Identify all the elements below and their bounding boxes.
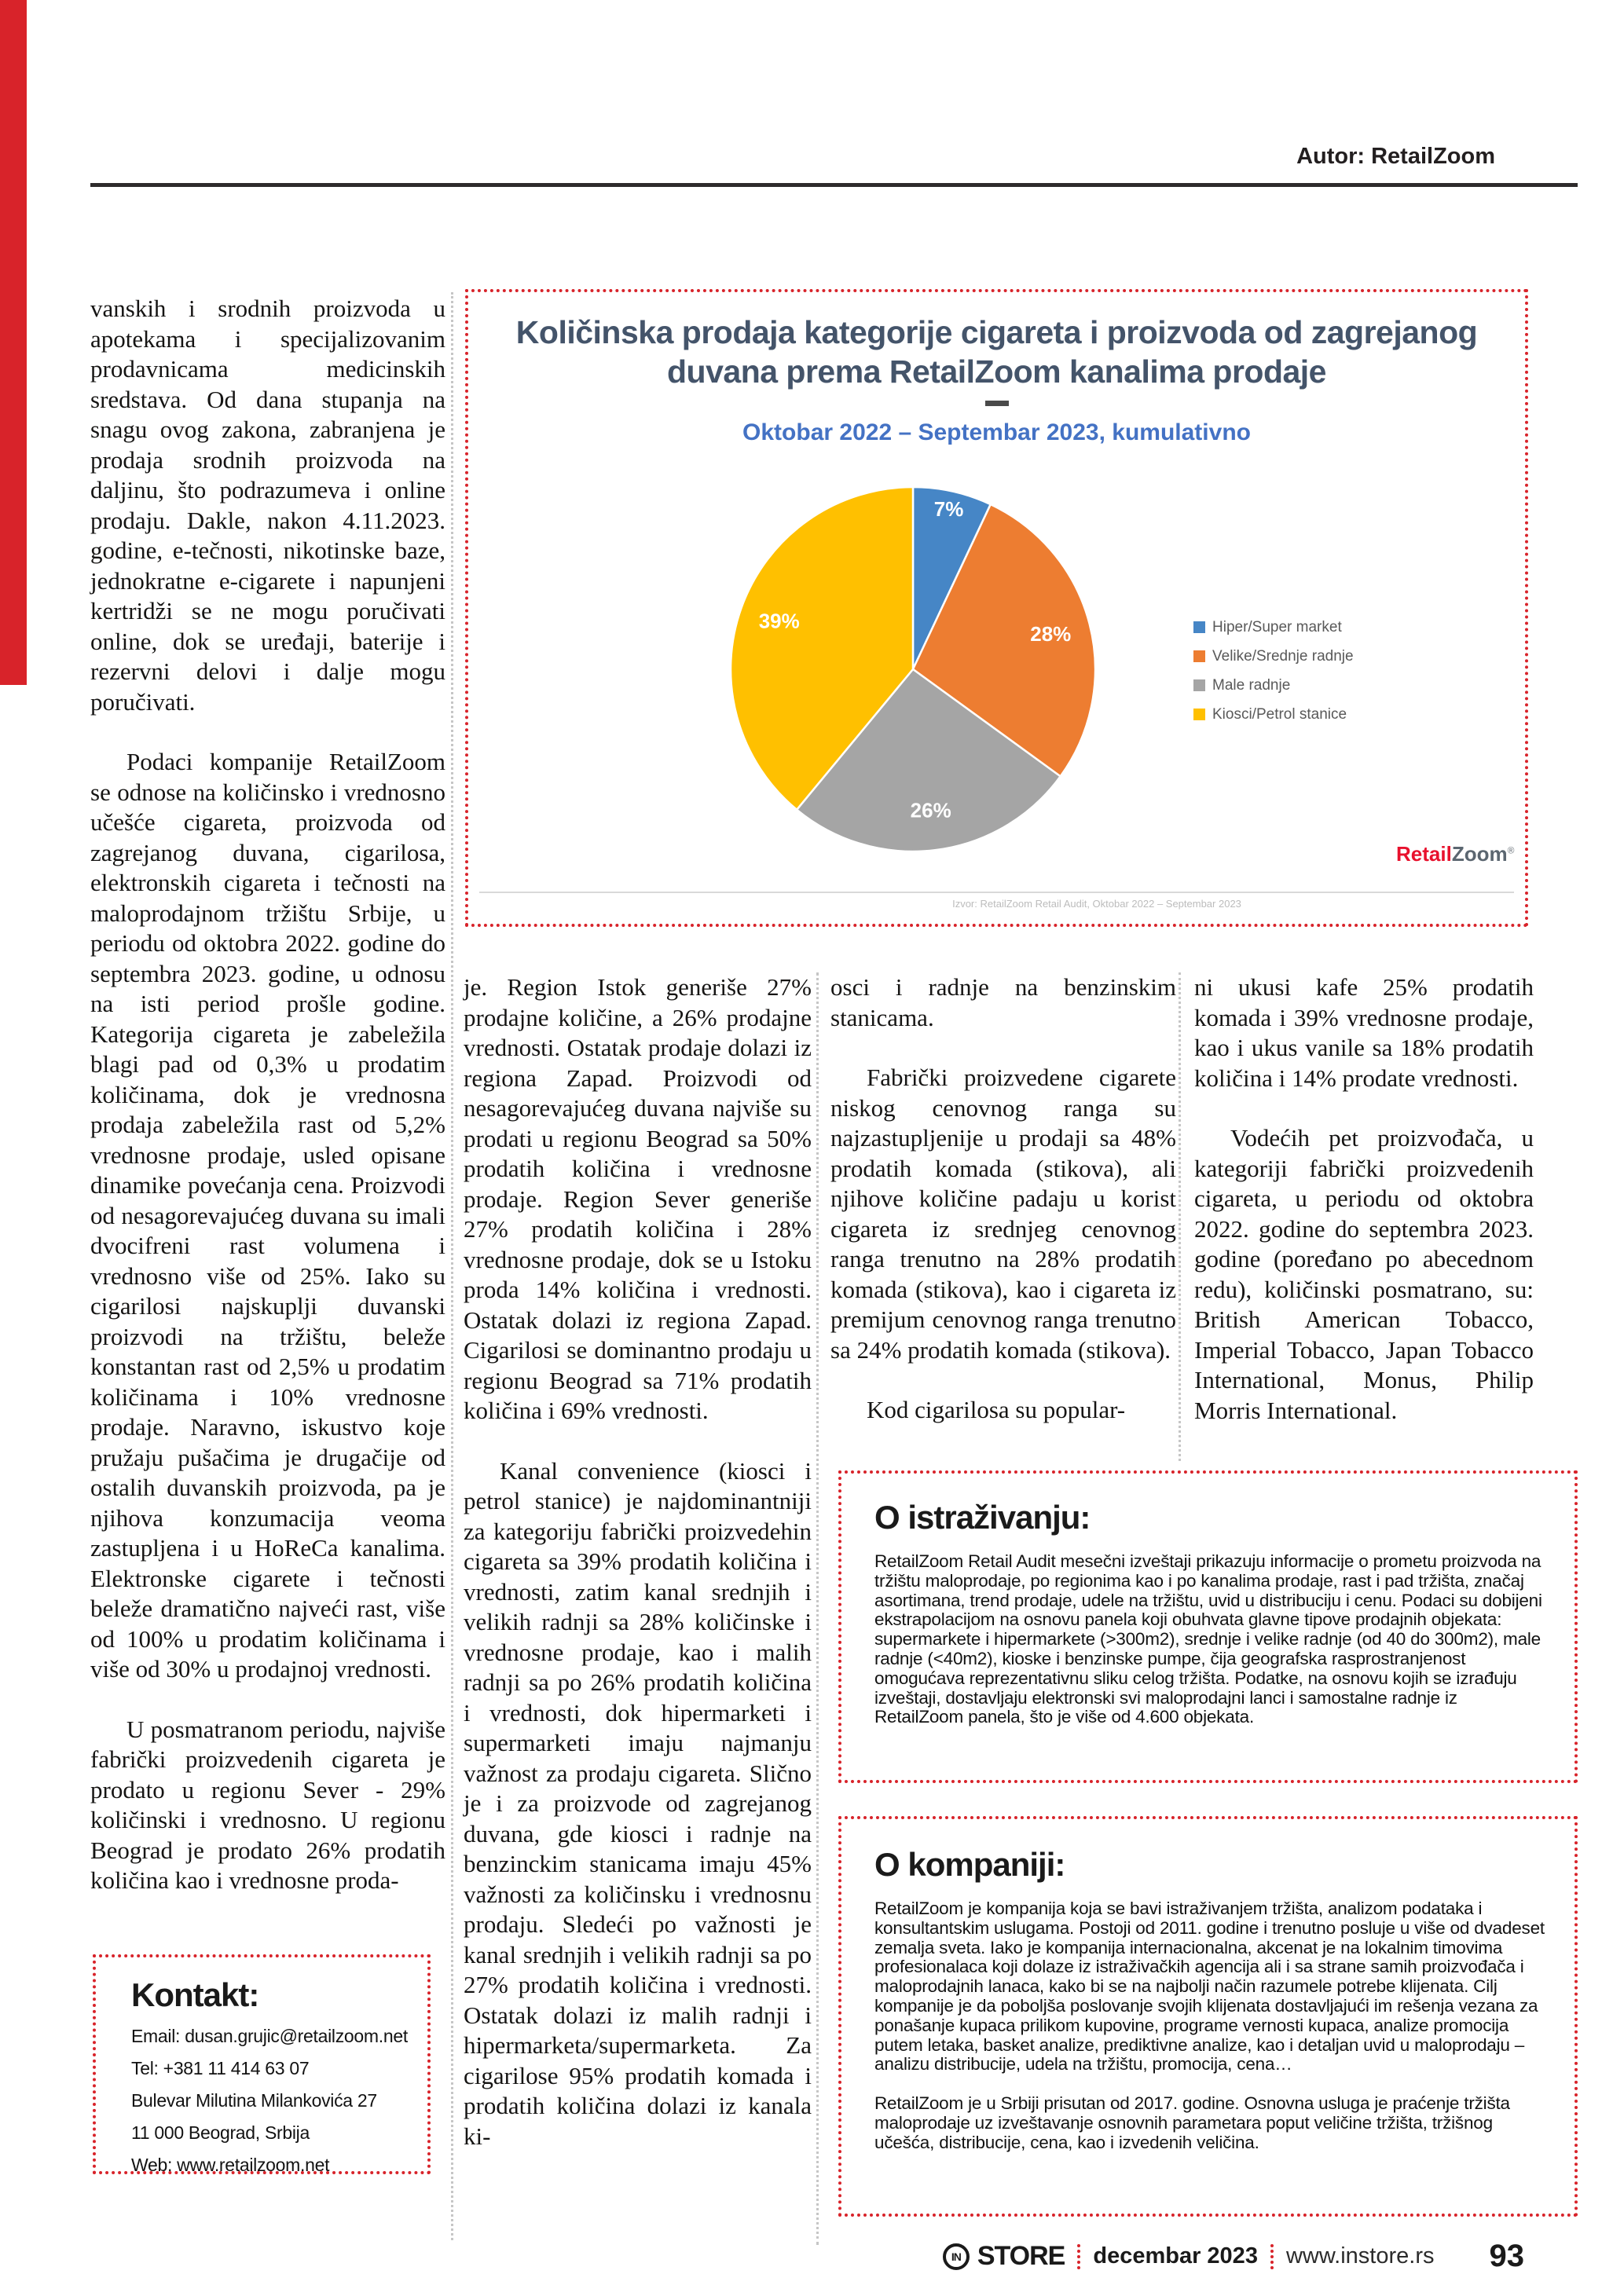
about-company-body-2: RetailZoom je u Srbiji prisutan od 2017.…: [874, 2093, 1510, 2152]
contact-phone: Tel: +381 11 414 63 07: [131, 2058, 310, 2078]
instore-logo-in: IN: [951, 2250, 962, 2263]
about-company-box: O kompaniji: RetailZoom je kompanija koj…: [838, 1816, 1578, 2217]
header-rule: [90, 183, 1578, 187]
about-research-title: O istraživanju:: [874, 1499, 1091, 1536]
article-paragraph: Kanal convenience (kiosci i petrol stani…: [464, 1456, 812, 2150]
legend-item-2: Male radnje: [1193, 671, 1354, 700]
footer-divider-icon: [1270, 2243, 1274, 2269]
chart-panel: Količinska prodaja kategorije cigareta i…: [465, 289, 1528, 927]
retailzoom-logo-retail: Retail: [1396, 842, 1452, 866]
about-company-body-1: RetailZoom je kompanija koja se bavi ist…: [874, 1899, 1545, 2074]
column-separator-1: [451, 292, 453, 2240]
retailzoom-logo-zoom: Zoom: [1451, 842, 1508, 866]
footer-date: decembar 2023: [1093, 2243, 1258, 2269]
article-paragraph: ni ukusi kafe 25% prodatih komada i 39% …: [1194, 973, 1534, 1092]
contact-address: Bulevar Milutina Milankovića 27: [131, 2090, 377, 2111]
article-column-2: je. Region Istok generiše 27% prodajne k…: [464, 972, 812, 2151]
legend-label-2: Male radnje: [1212, 676, 1291, 694]
article-paragraph: Vodećih pet proizvođača, u kategoriji fa…: [1194, 1124, 1534, 1424]
about-research-box: O istraživanju: RetailZoom Retail Audit …: [838, 1470, 1578, 1783]
article-paragraph: Kod cigarilosa su popular-: [867, 1396, 1126, 1423]
column-separator-3: [1179, 972, 1181, 1461]
article-column-4: ni ukusi kafe 25% prodatih komada i 39% …: [1194, 972, 1534, 1426]
article-paragraph: osci i radnje na benzinskim stanicama.: [830, 973, 1176, 1031]
about-research-body: RetailZoom Retail Audit mesečni izveštaj…: [874, 1551, 1542, 1727]
chart-title-divider: [984, 401, 1009, 406]
pie-slice-label-2: 26%: [911, 799, 951, 822]
article-column-3: osci i radnje na benzinskim stanicama. F…: [830, 972, 1176, 1426]
page-author: Autor: RetailZoom: [1296, 144, 1495, 169]
pie-slice-1: [911, 503, 1097, 778]
legend-item-1: Velike/Srednje radnje: [1193, 642, 1354, 671]
legend-swatch-icon-2: [1193, 679, 1205, 691]
legend-swatch-icon-0: [1193, 621, 1205, 633]
article-paragraph: vanskih i srodnih proizvoda u apotekama …: [90, 295, 445, 716]
article-paragraph: Fabrički proizvedene cigarete niskog cen…: [830, 1064, 1176, 1364]
legend-item-3: Kiosci/Petrol stanice: [1193, 700, 1354, 729]
chart-title: Količinska prodaja kategorije cigareta i…: [515, 314, 1478, 390]
retailzoom-logo-mark: ®: [1507, 844, 1515, 856]
legend-label-1: Velike/Srednje radnje: [1212, 647, 1354, 665]
contact-email: Email: dusan.grujic@retailzoom.net: [131, 2026, 408, 2046]
pie-slice-label-3: 39%: [759, 610, 800, 633]
chart-subtitle: Oktobar 2022 – Septembar 2023, kumulativ…: [742, 419, 1251, 445]
chart-source-note: Izvor: RetailZoom Retail Audit, Oktobar …: [952, 898, 1241, 910]
instore-logo-icon: IN: [942, 2243, 970, 2270]
footer-page-number: 93: [1489, 2239, 1525, 2273]
article-column-1: vanskih i srodnih proizvoda u apotekama …: [90, 294, 445, 1896]
column-separator-2: [816, 972, 819, 2245]
pie-slice-2: [795, 668, 1062, 853]
contact-box: Kontakt: Email: dusan.grujic@retailzoom.…: [93, 1954, 431, 2174]
contact-city: 11 000 Beograd, Srbija: [131, 2122, 310, 2143]
footer-site: www.instore.rs: [1285, 2243, 1435, 2269]
legend-swatch-icon-1: [1193, 650, 1205, 662]
legend-swatch-icon-3: [1193, 709, 1205, 720]
contact-web: Web: www.retailzoom.net: [131, 2155, 330, 2174]
footer-divider-icon: [1077, 2243, 1081, 2269]
about-company-title: O kompaniji:: [874, 1846, 1065, 1883]
article-paragraph: Podaci kompanije RetailZoom se odnose na…: [90, 748, 445, 1683]
pie-slice-3: [729, 485, 915, 811]
legend-label-0: Hiper/Super market: [1212, 618, 1342, 635]
pie-chart: 7% 28% 26% 39%: [729, 485, 1097, 853]
pie-slice-label-1: 28%: [1030, 622, 1071, 646]
article-paragraph: U posmatranom periodu, najviše fabrički …: [90, 1715, 445, 1895]
left-accent-bar: [0, 0, 27, 685]
contact-box-title: Kontakt:: [131, 1976, 259, 2013]
retailzoom-logo: RetailZoom®: [1396, 842, 1514, 866]
article-paragraph: je. Region Istok generiše 27% prodajne k…: [464, 973, 812, 1424]
pie-slice-0: [911, 485, 992, 670]
legend-item-0: Hiper/Super market: [1193, 613, 1354, 642]
footer-brand: STORE: [977, 2241, 1066, 2271]
chart-source-rule: [479, 892, 1514, 893]
pie-slice-label-0: 7%: [934, 497, 964, 521]
page-footer: IN STORE decembar 2023 www.instore.rs 93: [942, 2239, 1525, 2274]
chart-legend: Hiper/Super market Velike/Srednje radnje M…: [1193, 613, 1354, 729]
legend-label-3: Kiosci/Petrol stanice: [1212, 705, 1347, 723]
